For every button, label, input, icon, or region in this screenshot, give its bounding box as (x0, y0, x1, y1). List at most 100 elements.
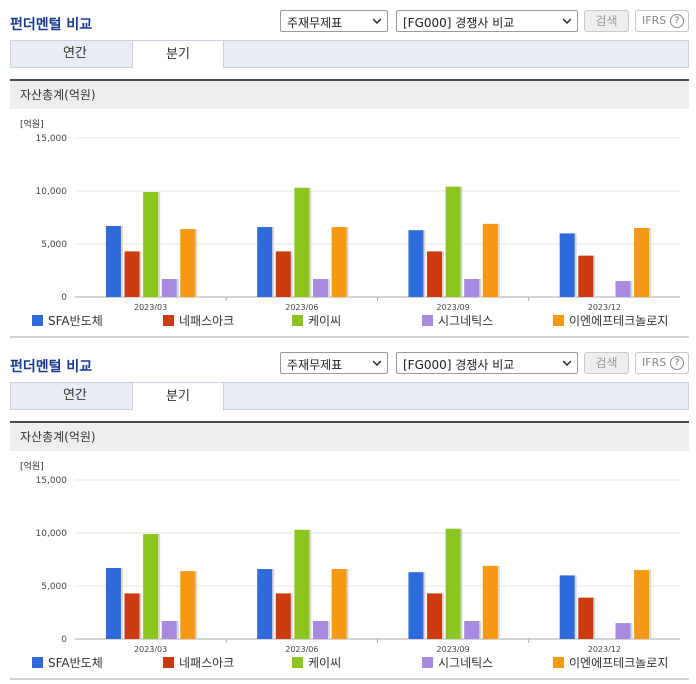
legend-swatch (292, 315, 303, 326)
bar (105, 567, 121, 639)
ifrs-label: IFRS (642, 14, 667, 27)
bar (427, 593, 443, 639)
panel-title: 펀더멘털 비교 (10, 359, 93, 375)
chevron-down-icon (373, 18, 381, 25)
statement-select-value: 주재무제표 (287, 16, 343, 30)
bar (615, 623, 631, 639)
chevron-down-icon (563, 360, 571, 367)
legend-swatch (163, 657, 174, 668)
legend-label: 케이씨 (308, 656, 342, 670)
x-tick-label: 2023/12 (588, 645, 621, 652)
section-title: 자산총계(억원) (10, 421, 689, 451)
bar (482, 565, 498, 639)
bar (294, 529, 310, 639)
bar (124, 251, 140, 297)
y-tick-label: 0 (61, 635, 67, 645)
unit-label: [억원] (20, 460, 44, 472)
legend-label: SFA반도체 (48, 314, 103, 328)
bar (312, 278, 328, 297)
bar (445, 528, 461, 639)
legend-label: 케이씨 (308, 314, 342, 328)
bar (143, 192, 159, 297)
legend-label: 이엔에프테크놀로지 (569, 656, 669, 670)
ifrs-button[interactable]: IFRS? (635, 10, 689, 32)
bar (559, 575, 575, 639)
bar (482, 223, 498, 297)
x-tick-label: 2023/06 (285, 645, 318, 652)
bar (180, 571, 196, 639)
group-select[interactable]: [FG000] 경쟁사 비교 (396, 352, 578, 374)
y-tick-label: 5,000 (41, 240, 67, 250)
bar (180, 229, 196, 297)
bar (257, 227, 273, 297)
bar (124, 593, 140, 639)
legend-label: 네패스아크 (179, 656, 235, 670)
bar-chart: [억원] 15,000 10,000 5,000 0 2023/03 2023/06 2023… (20, 118, 680, 310)
bar (408, 572, 424, 639)
chevron-down-icon (373, 360, 381, 367)
bar (161, 278, 177, 297)
x-tick-label: 2023/09 (437, 645, 470, 652)
bar (294, 187, 310, 297)
legend-swatch (32, 315, 43, 326)
help-icon[interactable]: ? (670, 14, 684, 28)
bar (161, 620, 177, 639)
ifrs-button[interactable]: IFRS? (635, 352, 689, 374)
x-tick-label: 2023/03 (134, 303, 167, 310)
y-tick-label: 15,000 (36, 476, 68, 486)
legend-swatch (553, 315, 564, 326)
bar (464, 278, 480, 297)
panel-title: 펀더멘털 비교 (10, 17, 93, 33)
tab-annual[interactable]: 연간 (63, 388, 87, 403)
y-tick-label: 5,000 (41, 582, 67, 592)
bar (312, 620, 328, 639)
y-tick-label: 10,000 (36, 529, 68, 539)
y-tick-label: 0 (61, 293, 67, 303)
bar (634, 228, 650, 297)
help-icon[interactable]: ? (670, 356, 684, 370)
bar (331, 227, 347, 297)
group-select-value: [FG000] 경쟁사 비교 (403, 358, 515, 372)
search-button[interactable]: 검색 (584, 10, 629, 32)
legend-swatch (553, 657, 564, 668)
bar (257, 569, 273, 639)
x-tick-label: 2023/03 (134, 645, 167, 652)
statement-select-value: 주재무제표 (287, 358, 343, 372)
bar (578, 255, 594, 297)
y-tick-label: 15,000 (36, 134, 68, 144)
legend-swatch (422, 657, 433, 668)
period-tabs: 연간 분기 (10, 40, 689, 69)
period-tabs: 연간 분기 (10, 382, 689, 411)
chart-legend: SFA반도체 네패스아크 케이씨 시그네틱스 이엔에프테크놀로지 (32, 313, 692, 329)
x-tick-label: 2023/09 (437, 303, 470, 310)
bar (408, 230, 424, 297)
bar (275, 251, 291, 297)
legend-swatch (32, 657, 43, 668)
tab-annual[interactable]: 연간 (63, 46, 87, 61)
bar (464, 620, 480, 639)
bar (331, 569, 347, 639)
bar (615, 281, 631, 297)
bar (578, 597, 594, 639)
bar (559, 233, 575, 297)
chart-legend: SFA반도체 네패스아크 케이씨 시그네틱스 이엔에프테크놀로지 (32, 655, 692, 671)
bar (427, 251, 443, 297)
x-tick-label: 2023/12 (588, 303, 621, 310)
x-tick-label: 2023/06 (285, 303, 318, 310)
bar (275, 593, 291, 639)
search-button[interactable]: 검색 (584, 352, 629, 374)
divider (10, 336, 689, 338)
legend-label: 네패스아크 (179, 314, 235, 328)
group-select-value: [FG000] 경쟁사 비교 (403, 16, 515, 30)
statement-select[interactable]: 주재무제표 (280, 352, 388, 374)
tab-quarter[interactable]: 분기 (132, 40, 224, 69)
section-title: 자산총계(억원) (10, 79, 689, 109)
tab-quarter[interactable]: 분기 (132, 382, 224, 411)
statement-select[interactable]: 주재무제표 (280, 10, 388, 32)
group-select[interactable]: [FG000] 경쟁사 비교 (396, 10, 578, 32)
legend-swatch (163, 315, 174, 326)
chevron-down-icon (563, 18, 571, 25)
y-tick-label: 10,000 (36, 187, 68, 197)
legend-label: 이엔에프테크놀로지 (569, 314, 669, 328)
bar (143, 534, 159, 639)
